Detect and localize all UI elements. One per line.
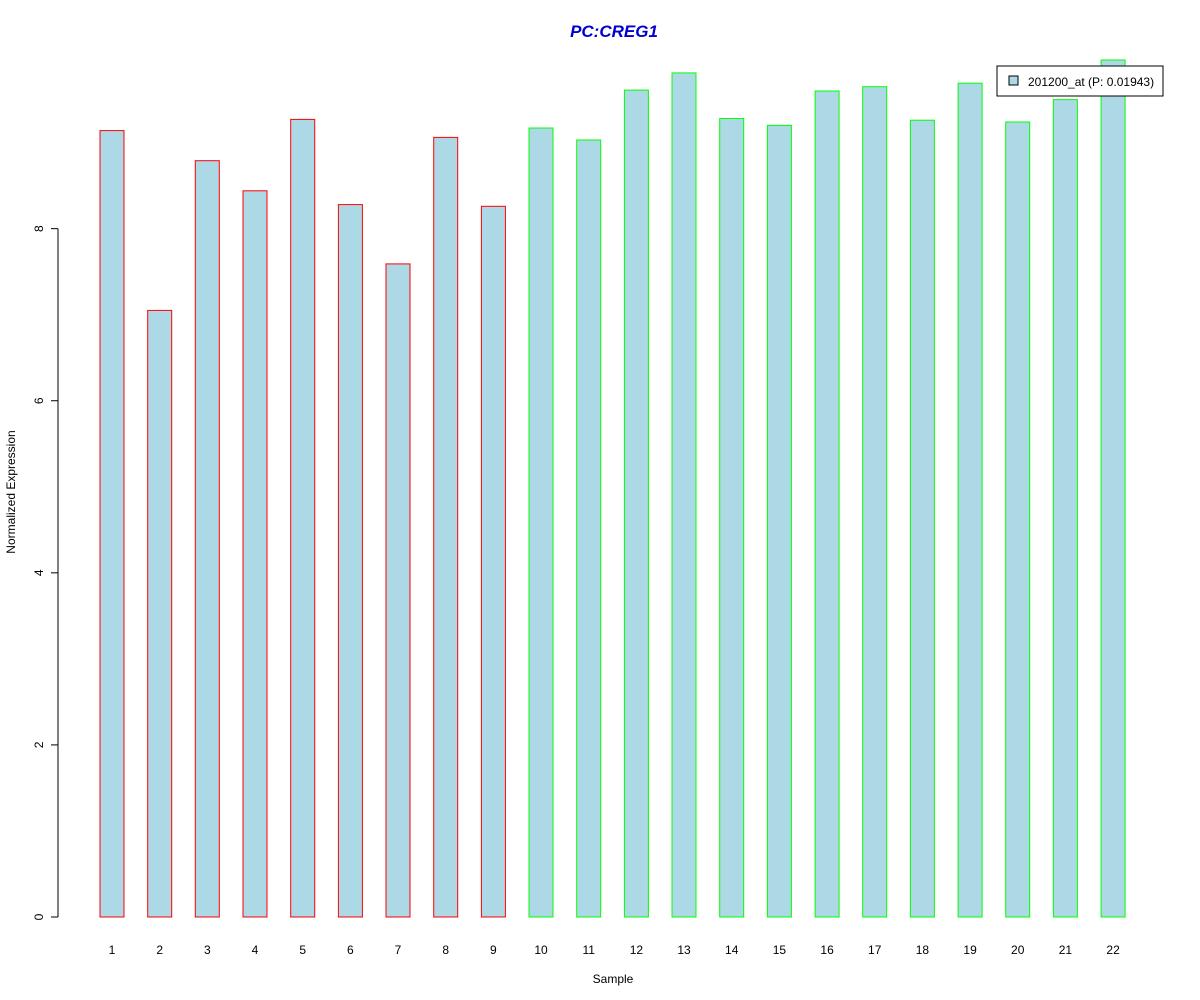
bar-sample-9 (480, 205, 506, 918)
bars-group (99, 59, 1126, 918)
x-tick-label: 13 (677, 943, 691, 957)
x-tick-label: 17 (868, 943, 882, 957)
x-tick-label: 8 (442, 943, 449, 957)
y-tick-label: 8 (32, 225, 46, 232)
x-tick-label: 11 (582, 943, 595, 957)
x-tick-label: 19 (963, 943, 977, 957)
bar-sample-4 (242, 190, 268, 918)
legend-box (996, 65, 1164, 97)
bar-sample-6 (337, 204, 363, 918)
x-tick-label: 21 (1059, 943, 1073, 957)
bar-sample-2 (147, 309, 173, 918)
bar-sample-18 (909, 119, 935, 918)
x-tick-label: 14 (725, 943, 739, 957)
x-tick-label: 2 (156, 943, 163, 957)
x-tick-label: 7 (395, 943, 402, 957)
bar-sample-15 (766, 124, 792, 918)
x-tick-label: 4 (252, 943, 259, 957)
legend: 201200_at (P: 0.01943) (996, 65, 1164, 97)
bar-sample-16 (814, 90, 840, 918)
chart-title: PC:CREG1 (570, 22, 658, 41)
bar-sample-8 (433, 136, 459, 918)
x-tick-label: 22 (1106, 943, 1120, 957)
x-tick-labels: 1 2 3 4 5 6 7 8 9 10 11 12 13 14 15 16 17 18 19 20 21 22 (109, 943, 1120, 957)
bar-sample-19 (957, 82, 983, 918)
y-tick-label: 4 (32, 569, 46, 576)
bar-sample-11 (576, 139, 602, 918)
y-tick-label: 2 (32, 741, 46, 748)
x-tick-label: 6 (347, 943, 354, 957)
y-tick-label: 0 (32, 913, 46, 920)
bar-sample-22 (1100, 59, 1126, 918)
x-tick-label: 12 (630, 943, 644, 957)
bar-sample-14 (719, 118, 745, 918)
bar-sample-17 (862, 86, 888, 918)
x-tick-label: 15 (773, 943, 787, 957)
bar-sample-20 (1005, 121, 1031, 918)
legend-label: 201200_at (P: 0.01943) (1028, 75, 1154, 89)
bar-sample-13 (671, 72, 697, 918)
bar-sample-1 (99, 130, 125, 918)
bar-sample-5 (290, 118, 316, 918)
y-axis-label: Normalized Expression (4, 430, 18, 553)
bar-sample-7 (385, 263, 411, 918)
bar-sample-3 (194, 160, 220, 918)
x-tick-label: 9 (490, 943, 497, 957)
bar-sample-12 (623, 89, 649, 918)
x-tick-label: 10 (534, 943, 548, 957)
x-tick-label: 20 (1011, 943, 1025, 957)
y-tick-label: 6 (32, 397, 46, 404)
y-axis: 0 2 4 6 8 (32, 225, 59, 920)
x-axis-label: Sample (593, 972, 634, 986)
x-tick-label: 3 (204, 943, 211, 957)
x-tick-label: 18 (916, 943, 930, 957)
x-tick-label: 16 (820, 943, 834, 957)
legend-swatch (1008, 75, 1019, 86)
x-tick-label: 1 (109, 943, 116, 957)
x-tick-label: 5 (299, 943, 306, 957)
bar-sample-21 (1052, 99, 1078, 918)
bar-sample-10 (528, 127, 554, 918)
